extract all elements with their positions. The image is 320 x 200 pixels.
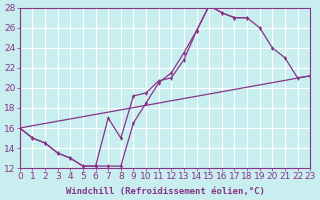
X-axis label: Windchill (Refroidissement éolien,°C): Windchill (Refroidissement éolien,°C) [66, 187, 264, 196]
